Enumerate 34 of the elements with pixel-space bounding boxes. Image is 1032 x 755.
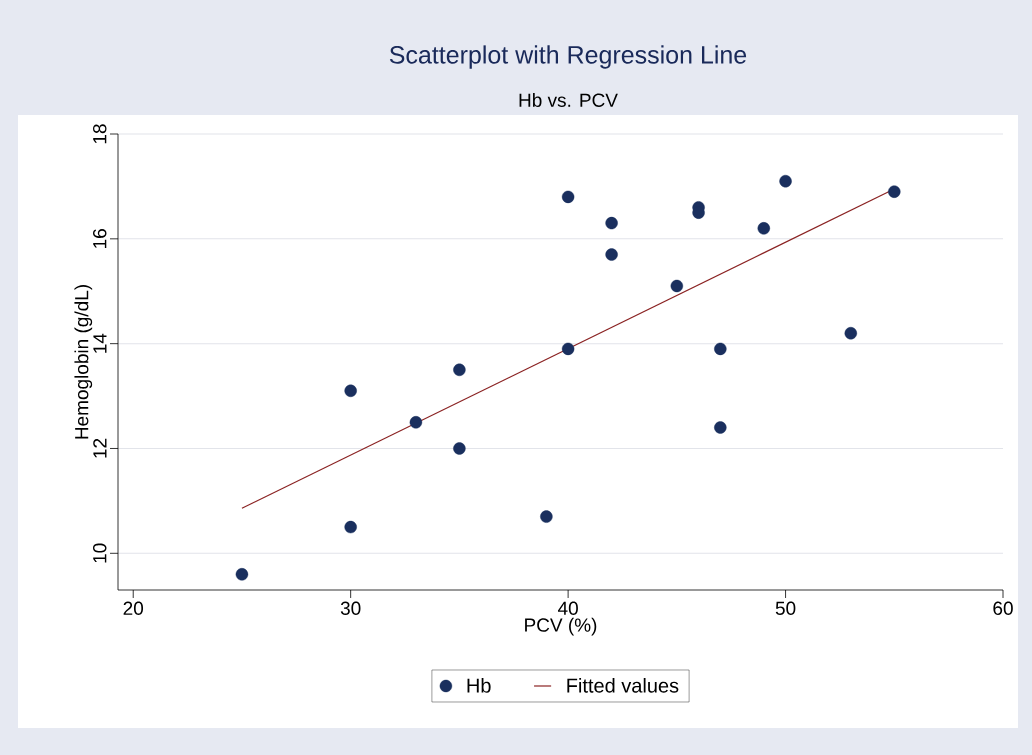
x-tick-label: 50 — [775, 601, 796, 615]
x-axis-title: PCV (%) — [525, 617, 597, 636]
point — [235, 568, 249, 581]
x-tick-label: 60 — [993, 601, 1013, 615]
point — [605, 248, 618, 261]
point — [344, 384, 357, 398]
chart-subtitle: Hb vs. PCV — [519, 93, 618, 107]
point — [561, 342, 575, 356]
legend-label: Fitted values — [567, 678, 679, 693]
chart-title: Scatterplot with Regression Line — [389, 45, 747, 69]
x-tick-label: 40 — [557, 601, 578, 615]
x-tick-label: 30 — [340, 601, 361, 615]
point — [714, 342, 727, 356]
point — [757, 222, 771, 235]
point — [779, 174, 792, 188]
y-axis-title: Hemoglobin (g/dL) — [74, 285, 93, 439]
y-tick-label: 10 — [93, 543, 107, 563]
y-tick-label: 12 — [93, 438, 107, 458]
point — [605, 216, 618, 230]
point — [561, 190, 575, 204]
point — [670, 279, 684, 293]
legend-label: Hb — [467, 678, 491, 693]
y-tick-label: 18 — [93, 124, 107, 144]
y-tick-label: 16 — [93, 229, 107, 248]
x-tick-label: 20 — [123, 601, 144, 615]
point — [453, 442, 466, 455]
point — [344, 520, 357, 534]
point — [844, 326, 857, 340]
point — [540, 510, 553, 523]
y-tick-label: 14 — [93, 333, 107, 353]
point — [888, 185, 901, 198]
point — [409, 416, 423, 429]
point — [453, 363, 466, 377]
point — [714, 421, 727, 434]
